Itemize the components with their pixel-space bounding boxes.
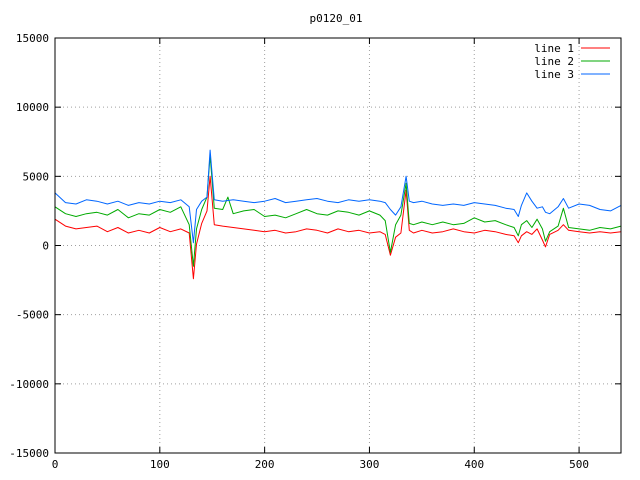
grid bbox=[55, 38, 621, 453]
x-tick-label: 500 bbox=[569, 458, 589, 471]
y-tick-label: -15000 bbox=[9, 447, 49, 460]
x-tick-label: 100 bbox=[150, 458, 170, 471]
series-lines bbox=[54, 149, 622, 280]
legend-label-2: line 2 bbox=[534, 55, 574, 68]
x-tick-label: 0 bbox=[52, 458, 59, 471]
legend-label-3: line 3 bbox=[534, 68, 574, 81]
chart-title: p0120_01 bbox=[310, 12, 363, 25]
x-tick-label: 300 bbox=[360, 458, 380, 471]
y-tick-label: -10000 bbox=[9, 378, 49, 391]
x-tick-label: 200 bbox=[255, 458, 275, 471]
y-tick-label: 10000 bbox=[16, 101, 49, 114]
y-tick-label: 5000 bbox=[23, 170, 50, 183]
series-line-3 bbox=[54, 149, 622, 244]
y-tick-label: -5000 bbox=[16, 309, 49, 322]
series-line-1 bbox=[54, 175, 622, 280]
axis-ticks: 0 100 200 300 400 500 -15000 -10000 -5000 0 5000 10… bbox=[9, 32, 621, 471]
series-line-2 bbox=[54, 155, 622, 267]
y-tick-label: 0 bbox=[42, 240, 49, 253]
legend-label-1: line 1 bbox=[534, 42, 574, 55]
y-tick-label: 15000 bbox=[16, 32, 49, 45]
x-tick-label: 400 bbox=[464, 458, 484, 471]
